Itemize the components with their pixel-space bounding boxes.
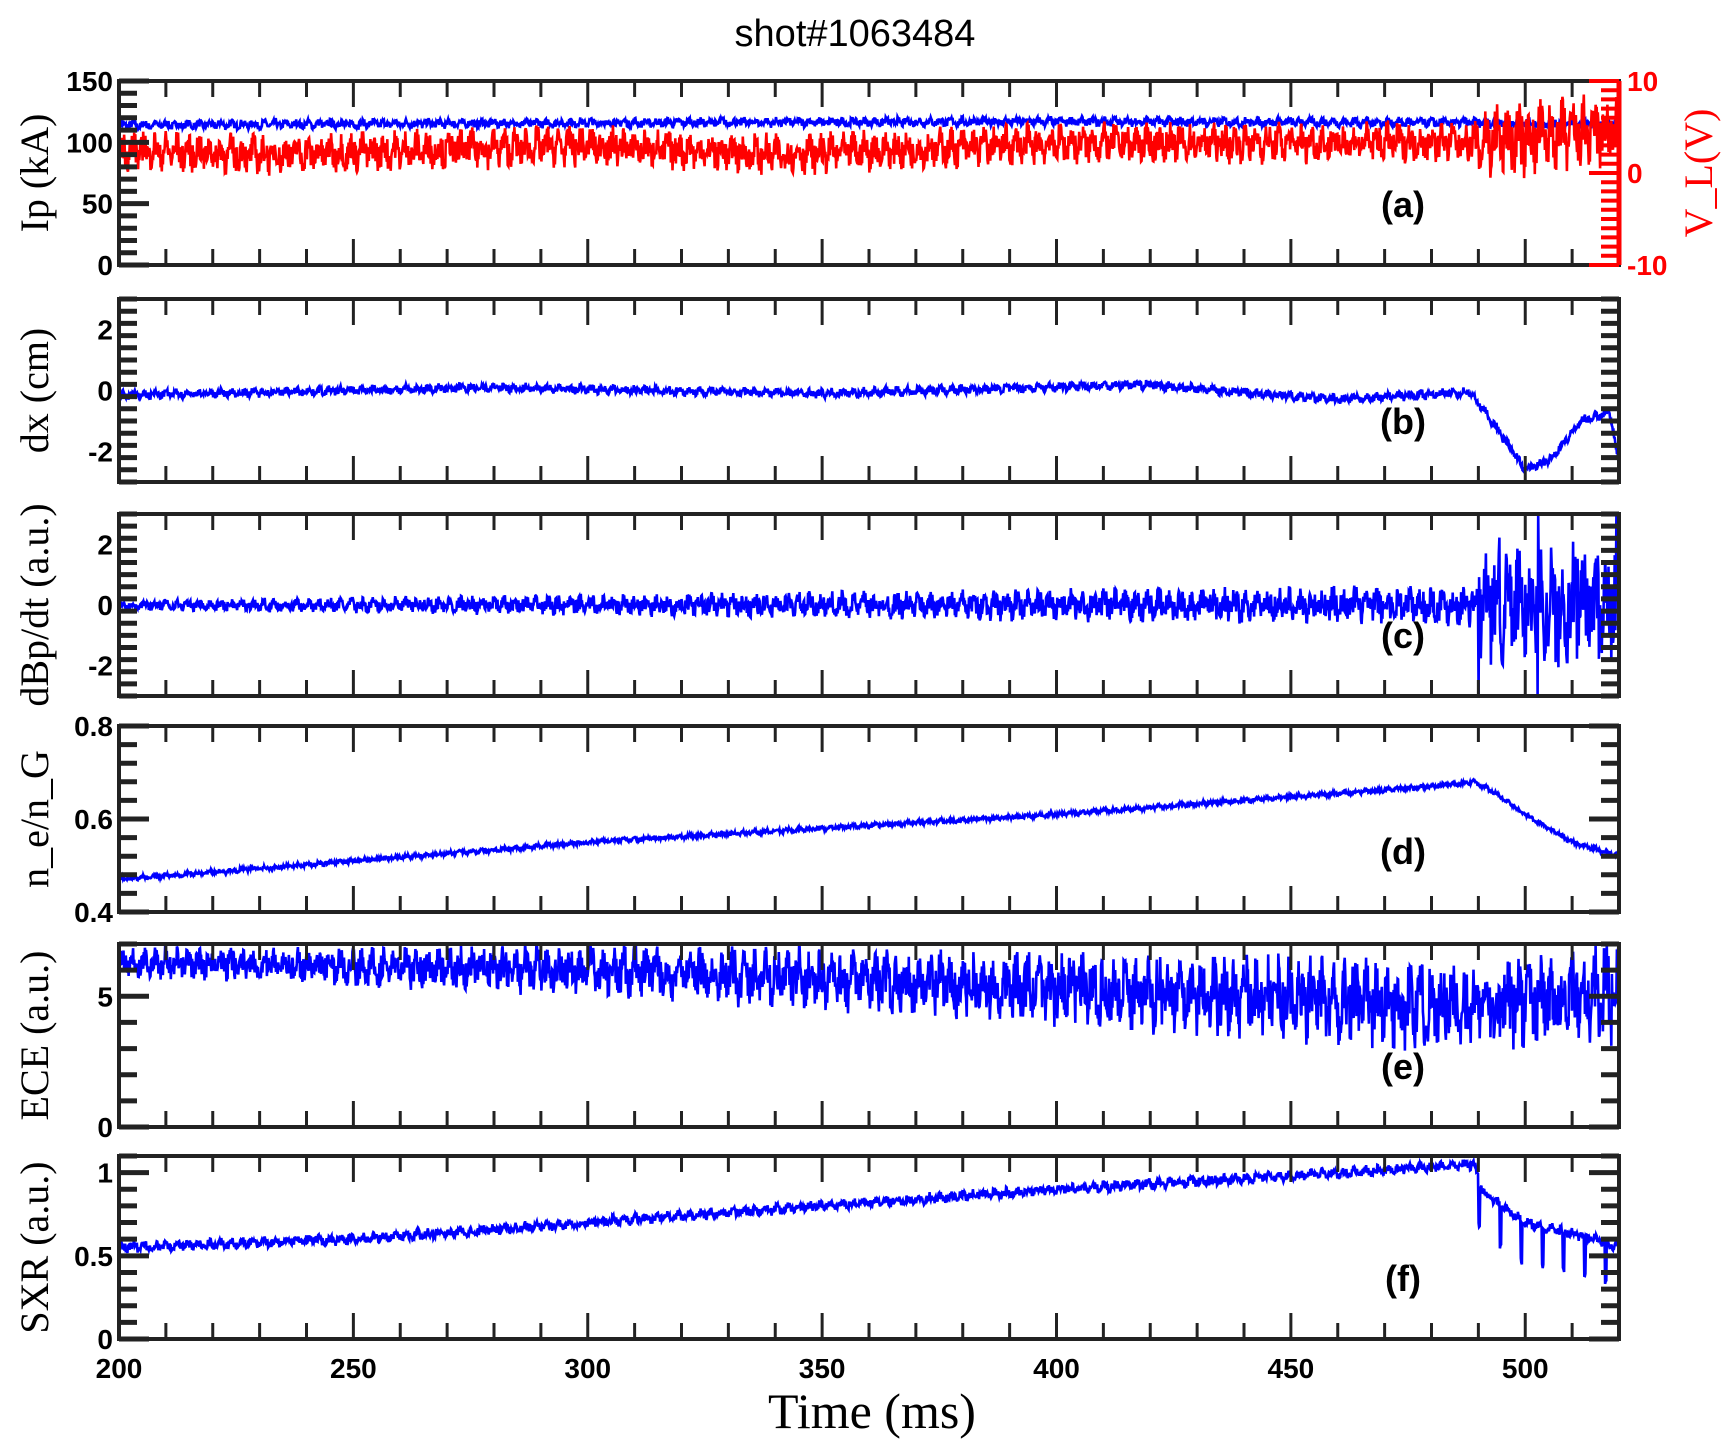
y-tick-label: 0 — [97, 250, 113, 281]
panel-a: 0 50 100 150 Ip (kA) (a) -10 0 10 V_L(V) — [12, 66, 1721, 281]
x-tick-label: 450 — [1268, 1353, 1315, 1384]
y-axis-label: ECE (a.u.) — [12, 951, 57, 1121]
x-tick-label: 250 — [330, 1353, 377, 1384]
x-tick-label: 200 — [96, 1353, 143, 1384]
panel-tag: (b) — [1380, 401, 1426, 442]
series-line-dx — [117, 378, 1620, 475]
y-tick-label: 2 — [97, 529, 113, 560]
panel-tag: (d) — [1380, 831, 1426, 872]
x-tick-label: 400 — [1033, 1353, 1080, 1384]
y-tick-label: 0.5 — [74, 1241, 113, 1272]
x-tick-label: 300 — [564, 1353, 611, 1384]
y-tick-label: 0 — [97, 1324, 113, 1355]
panel-f: 0 0.5 1 SXR (a.u.) (f) — [12, 1153, 1621, 1355]
panel-tag: (c) — [1381, 615, 1425, 656]
y-tick-label: -2 — [88, 437, 113, 468]
right-y-tick-label: -10 — [1627, 250, 1667, 281]
right-y-tick-label: 0 — [1627, 158, 1643, 189]
series-line-sxr — [117, 1156, 1620, 1285]
y-tick-label: 50 — [82, 189, 113, 220]
y-tick-label: 5 — [97, 981, 113, 1012]
y-tick-label: 0.6 — [74, 804, 113, 835]
series-line-neng — [117, 776, 1620, 884]
right-y-axis-label: V_L(V) — [1676, 109, 1721, 238]
panel-c: -2 0 2 dBp/dt (a.u.) (c) — [12, 503, 1621, 707]
series-line-ip — [117, 111, 1620, 135]
y-tick-label: 0.8 — [74, 711, 113, 742]
chart-title: shot#1063484 — [735, 13, 976, 55]
y-tick-label: 100 — [66, 127, 113, 158]
axes-frame — [117, 79, 1621, 267]
right-y-tick-label: 10 — [1627, 66, 1658, 97]
x-axis-label: Time (ms) — [768, 1383, 976, 1439]
axes-frame — [117, 724, 1621, 914]
panel-tag: (a) — [1381, 184, 1425, 225]
y-axis-label: Ip (kA) — [12, 114, 57, 233]
y-tick-label: 0 — [97, 590, 113, 621]
y-tick-label: 1 — [97, 1158, 113, 1189]
panel-tag: (f) — [1385, 1258, 1421, 1299]
panel-b: -2 0 2 dx (cm) (b) — [12, 296, 1621, 485]
series-line-vl — [117, 94, 1620, 179]
panel-e: 0 5 ECE (a.u.) (e) — [12, 941, 1621, 1143]
y-tick-label: 2 — [97, 315, 113, 346]
y-axis-label: dBp/dt (a.u.) — [12, 503, 57, 706]
y-axis-label: n_e/n_G — [12, 750, 57, 888]
panel-d: 0.4 0.6 0.8 n_e/n_G (d) — [12, 711, 1621, 928]
series-line-ece — [117, 943, 1620, 1051]
axes-frame — [117, 1154, 1621, 1341]
y-tick-label: 0 — [97, 376, 113, 407]
series-line-dbpdt — [117, 513, 1620, 697]
x-tick-label: 350 — [799, 1353, 846, 1384]
y-tick-label: 0 — [97, 1112, 113, 1143]
y-tick-label: 0.4 — [74, 897, 113, 928]
x-tick-label: 500 — [1502, 1353, 1549, 1384]
y-tick-label: -2 — [88, 651, 113, 682]
y-axis-label: dx (cm) — [12, 328, 57, 454]
y-axis-label: SXR (a.u.) — [12, 1161, 57, 1333]
panel-tag: (e) — [1381, 1046, 1425, 1087]
y-tick-label: 150 — [66, 66, 113, 97]
